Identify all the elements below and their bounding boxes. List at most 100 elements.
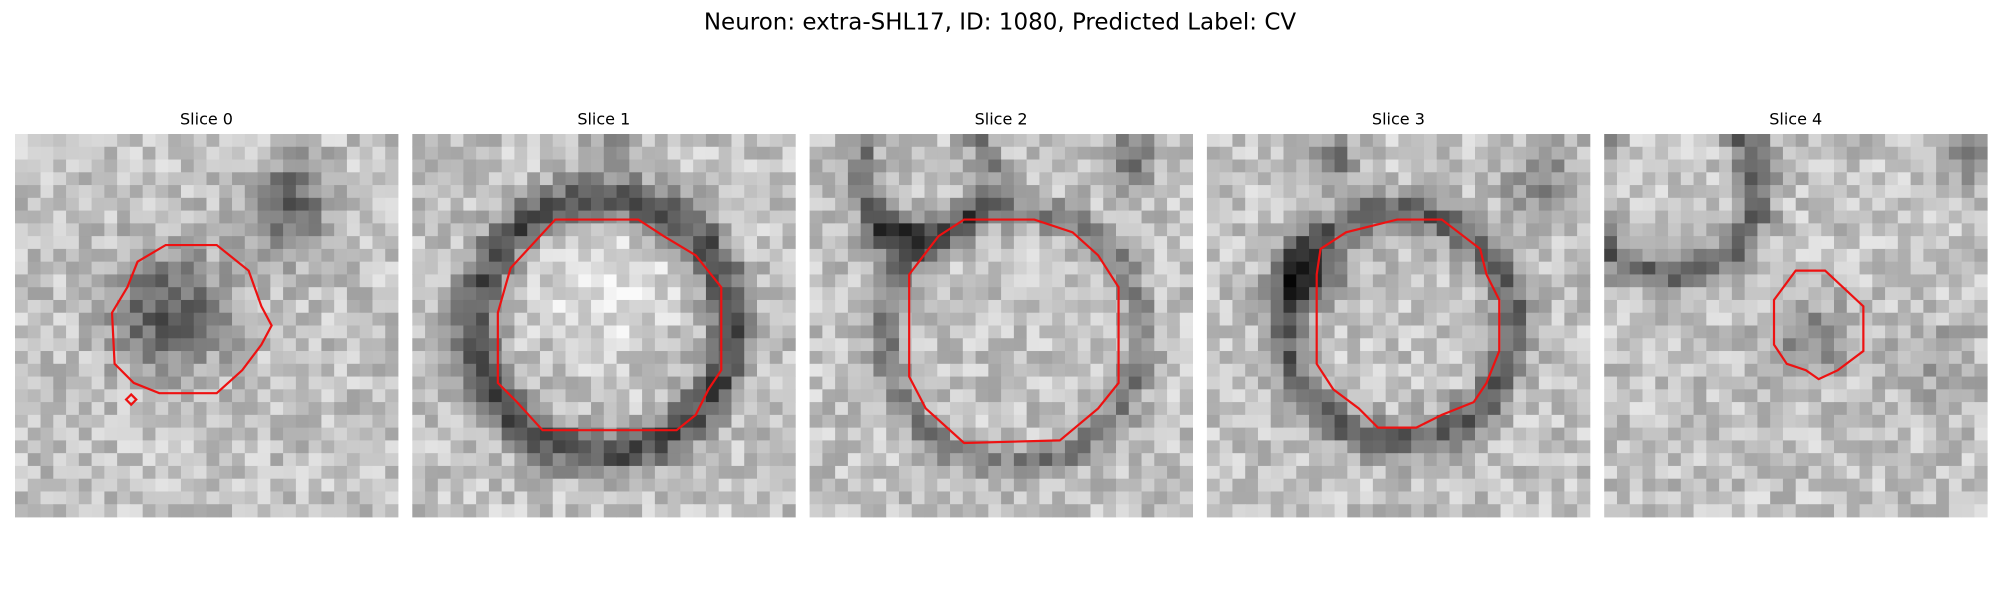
pixel <box>129 453 144 467</box>
pixel <box>1910 146 1924 160</box>
pixel <box>308 223 322 237</box>
pixel <box>1642 134 1656 148</box>
pixel <box>425 427 439 441</box>
pixel <box>1449 287 1463 301</box>
pixel <box>1564 159 1578 173</box>
pixel <box>1757 376 1771 390</box>
pixel <box>155 504 169 518</box>
pixel <box>359 248 373 263</box>
pixel <box>219 185 233 199</box>
pixel <box>1885 440 1899 454</box>
pixel <box>1885 414 1899 429</box>
pixel <box>142 427 156 441</box>
pixel <box>1141 274 1155 288</box>
pixel <box>1668 478 1682 492</box>
pixel <box>975 440 989 454</box>
pixel <box>527 261 541 275</box>
pixel <box>1961 274 1975 288</box>
pixel <box>1782 223 1797 237</box>
pixel <box>847 491 862 505</box>
pixel <box>385 453 399 467</box>
pixel <box>616 223 630 237</box>
pixel <box>1885 363 1899 377</box>
pixel <box>168 363 182 377</box>
pixel <box>1347 491 1361 505</box>
pixel <box>155 185 169 199</box>
pixel <box>129 159 144 173</box>
pixel <box>219 312 233 326</box>
pixel <box>66 389 80 403</box>
pixel <box>1013 210 1028 224</box>
pixel <box>1948 440 1963 454</box>
pixel <box>1744 134 1758 148</box>
pixel <box>219 440 233 454</box>
pixel <box>1309 465 1323 480</box>
pixel <box>1026 338 1040 352</box>
pixel <box>1449 299 1463 314</box>
pixel <box>295 299 310 314</box>
pixel <box>1808 274 1822 288</box>
pixel <box>1321 134 1335 148</box>
pixel <box>1500 427 1514 441</box>
pixel <box>1167 325 1181 339</box>
pixel <box>1232 453 1246 467</box>
pixel <box>1834 172 1848 186</box>
pixel <box>616 248 630 263</box>
pixel <box>705 159 720 173</box>
pixel <box>1680 453 1694 467</box>
pixel <box>1423 427 1438 441</box>
pixel <box>822 325 836 339</box>
pixel <box>180 363 195 377</box>
pixel <box>206 197 220 211</box>
pixel <box>372 146 386 160</box>
pixel <box>1731 325 1746 339</box>
pixel <box>1872 453 1886 467</box>
panels <box>15 134 1988 518</box>
pixel <box>847 134 862 148</box>
pixel <box>1179 440 1193 454</box>
pixel <box>1321 172 1335 186</box>
pixel <box>1270 414 1284 429</box>
pixel <box>244 248 258 263</box>
pixel <box>1897 351 1911 365</box>
pixel <box>744 223 758 237</box>
pixel <box>1616 402 1631 416</box>
pixel <box>731 414 745 429</box>
pixel <box>1462 478 1476 492</box>
pixel <box>1577 146 1591 160</box>
pixel <box>757 146 771 160</box>
pixel <box>206 299 220 314</box>
pixel <box>1872 414 1886 429</box>
pixel <box>654 287 669 301</box>
pixel <box>1513 325 1527 339</box>
pixel <box>129 389 144 403</box>
pixel <box>1001 185 1015 199</box>
pixel <box>1923 376 1937 390</box>
pixel <box>15 478 29 492</box>
pixel <box>1385 338 1399 352</box>
pixel <box>514 274 528 288</box>
pixel <box>1693 376 1707 390</box>
pixel <box>1961 287 1975 301</box>
pixel <box>180 351 195 365</box>
pixel <box>1245 299 1259 314</box>
pixel <box>962 197 976 211</box>
pixel <box>308 440 322 454</box>
pixel <box>308 504 322 518</box>
pixel <box>654 414 669 429</box>
pixel <box>346 453 361 467</box>
pixel <box>1128 223 1142 237</box>
pixel <box>117 351 131 365</box>
pixel <box>1629 248 1643 263</box>
pixel <box>1167 312 1181 326</box>
pixel <box>1551 146 1565 160</box>
pixel <box>501 465 515 480</box>
pixel <box>1757 312 1771 326</box>
pixel <box>642 159 656 173</box>
pixel <box>1090 274 1104 288</box>
pixel <box>822 478 836 492</box>
pixel <box>1859 478 1873 492</box>
pixel <box>1538 185 1552 199</box>
pixel <box>1821 210 1835 224</box>
pixel <box>962 402 976 416</box>
